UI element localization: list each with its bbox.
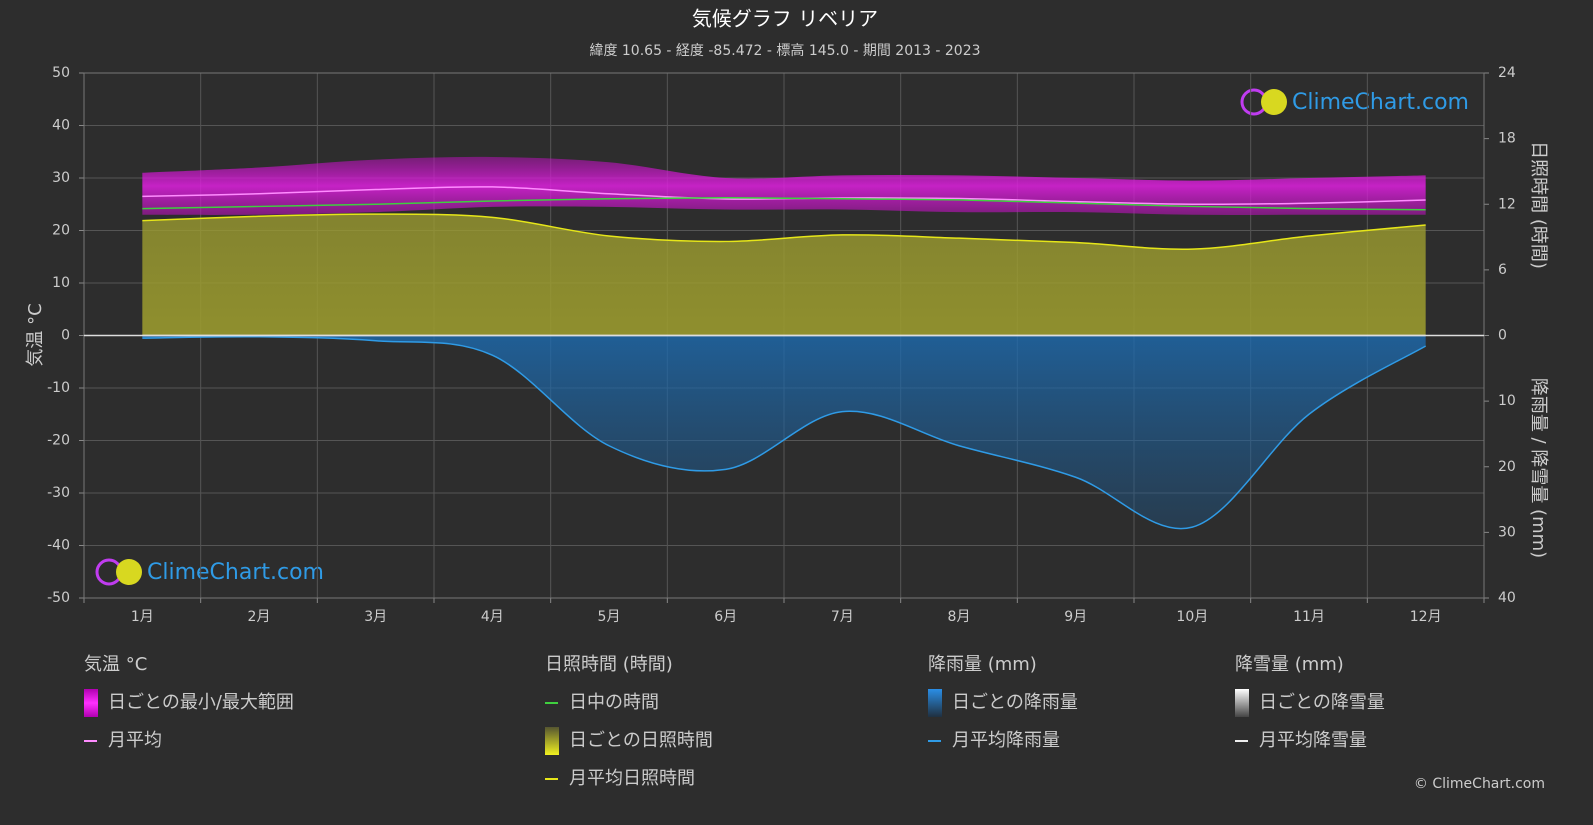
legend-label: 月平均降雪量 <box>1259 730 1367 751</box>
x-tick-label: 8月 <box>948 609 971 625</box>
y2-axis-label: 日照時間 (時間) <box>1528 141 1549 269</box>
y2-tick-label: 6 <box>1498 262 1507 278</box>
y3-tick-label: 20 <box>1498 459 1516 475</box>
y-tick-label: 50 <box>52 65 70 81</box>
y-tick-label: -50 <box>47 590 70 606</box>
x-tick-label: 12月 <box>1410 609 1442 625</box>
chart-subtitle: 緯度 10.65 - 経度 -85.472 - 標高 145.0 - 期間 20… <box>589 42 980 59</box>
legend-box-swatch <box>545 727 559 755</box>
axes-layer: -50 -40 -30 -20 -10 0 10 20 30 40 50 0 6 12 18 24 10 20 30… <box>47 65 1516 625</box>
y-tick-label: 20 <box>52 223 70 239</box>
y2-tick-label: 0 <box>1498 328 1507 344</box>
legend-group-title: 気温 °C <box>84 654 147 675</box>
legend-label: 日ごとの降雨量 <box>952 692 1078 713</box>
y3-tick-label: 40 <box>1498 590 1516 606</box>
y-tick-label: 0 <box>61 328 70 344</box>
x-tick-label: 4月 <box>481 609 504 625</box>
y-axis-label: 気温 °C <box>25 303 46 366</box>
x-tick-label: 10月 <box>1176 609 1208 625</box>
legend-label: 日ごとの最小/最大範囲 <box>108 692 294 713</box>
areas-layer <box>142 156 1426 529</box>
y-tick-label: -10 <box>47 380 70 396</box>
x-tick-label: 6月 <box>714 609 737 625</box>
y3-axis-label: 降雨量 / 降雪量 (mm) <box>1528 378 1549 558</box>
sunshine-area <box>142 214 1426 336</box>
y3-tick-label: 10 <box>1498 393 1516 409</box>
watermark: ClimeChart.com <box>1292 90 1469 115</box>
series-line <box>142 335 1427 530</box>
rain-area <box>142 335 1426 529</box>
logo-bottom: ClimeChart.com <box>95 558 324 586</box>
legend-label: 月平均日照時間 <box>569 768 695 789</box>
legend-label: 日ごとの日照時間 <box>569 730 713 751</box>
y2-tick-label: 12 <box>1498 196 1516 212</box>
y-tick-label: -30 <box>47 485 70 501</box>
y-tick-label: 40 <box>52 118 70 134</box>
y2-tick-label: 24 <box>1498 65 1516 81</box>
legend-group-title: 降雪量 (mm) <box>1235 654 1344 675</box>
legend-box-swatch <box>928 689 942 717</box>
legend-group-title: 降雨量 (mm) <box>928 654 1037 675</box>
temp-range-band <box>142 156 1426 215</box>
legend-group-title: 日照時間 (時間) <box>545 654 673 675</box>
y-tick-label: 10 <box>52 275 70 291</box>
logo-top: ClimeChart.com <box>1240 88 1469 116</box>
y-tick-label: -40 <box>47 538 70 554</box>
y2-tick-label: 18 <box>1498 131 1516 147</box>
y-tick-label: 30 <box>52 170 70 186</box>
x-tick-label: 1月 <box>131 609 154 625</box>
watermark: ClimeChart.com <box>147 560 324 585</box>
x-tick-label: 9月 <box>1064 609 1087 625</box>
legend-box-swatch <box>1235 689 1249 717</box>
x-tick-label: 3月 <box>364 609 387 625</box>
y-tick-label: -20 <box>47 433 70 449</box>
series-line <box>142 213 1426 250</box>
legend-label: 月平均 <box>108 730 162 751</box>
x-tick-label: 5月 <box>598 609 621 625</box>
chart-title: 気候グラフ リベリア <box>692 7 878 31</box>
series-line <box>142 196 1426 211</box>
y3-tick-label: 30 <box>1498 524 1516 540</box>
legend-label: 日ごとの降雪量 <box>1259 692 1385 713</box>
x-tick-label: 7月 <box>831 609 854 625</box>
x-tick-label: 11月 <box>1293 609 1325 625</box>
legend-label: 月平均降雨量 <box>952 730 1060 751</box>
legend-box-swatch <box>84 689 98 717</box>
x-tick-label: 2月 <box>248 609 271 625</box>
copyright: © ClimeChart.com <box>1414 776 1545 792</box>
legend-label: 日中の時間 <box>569 692 659 713</box>
